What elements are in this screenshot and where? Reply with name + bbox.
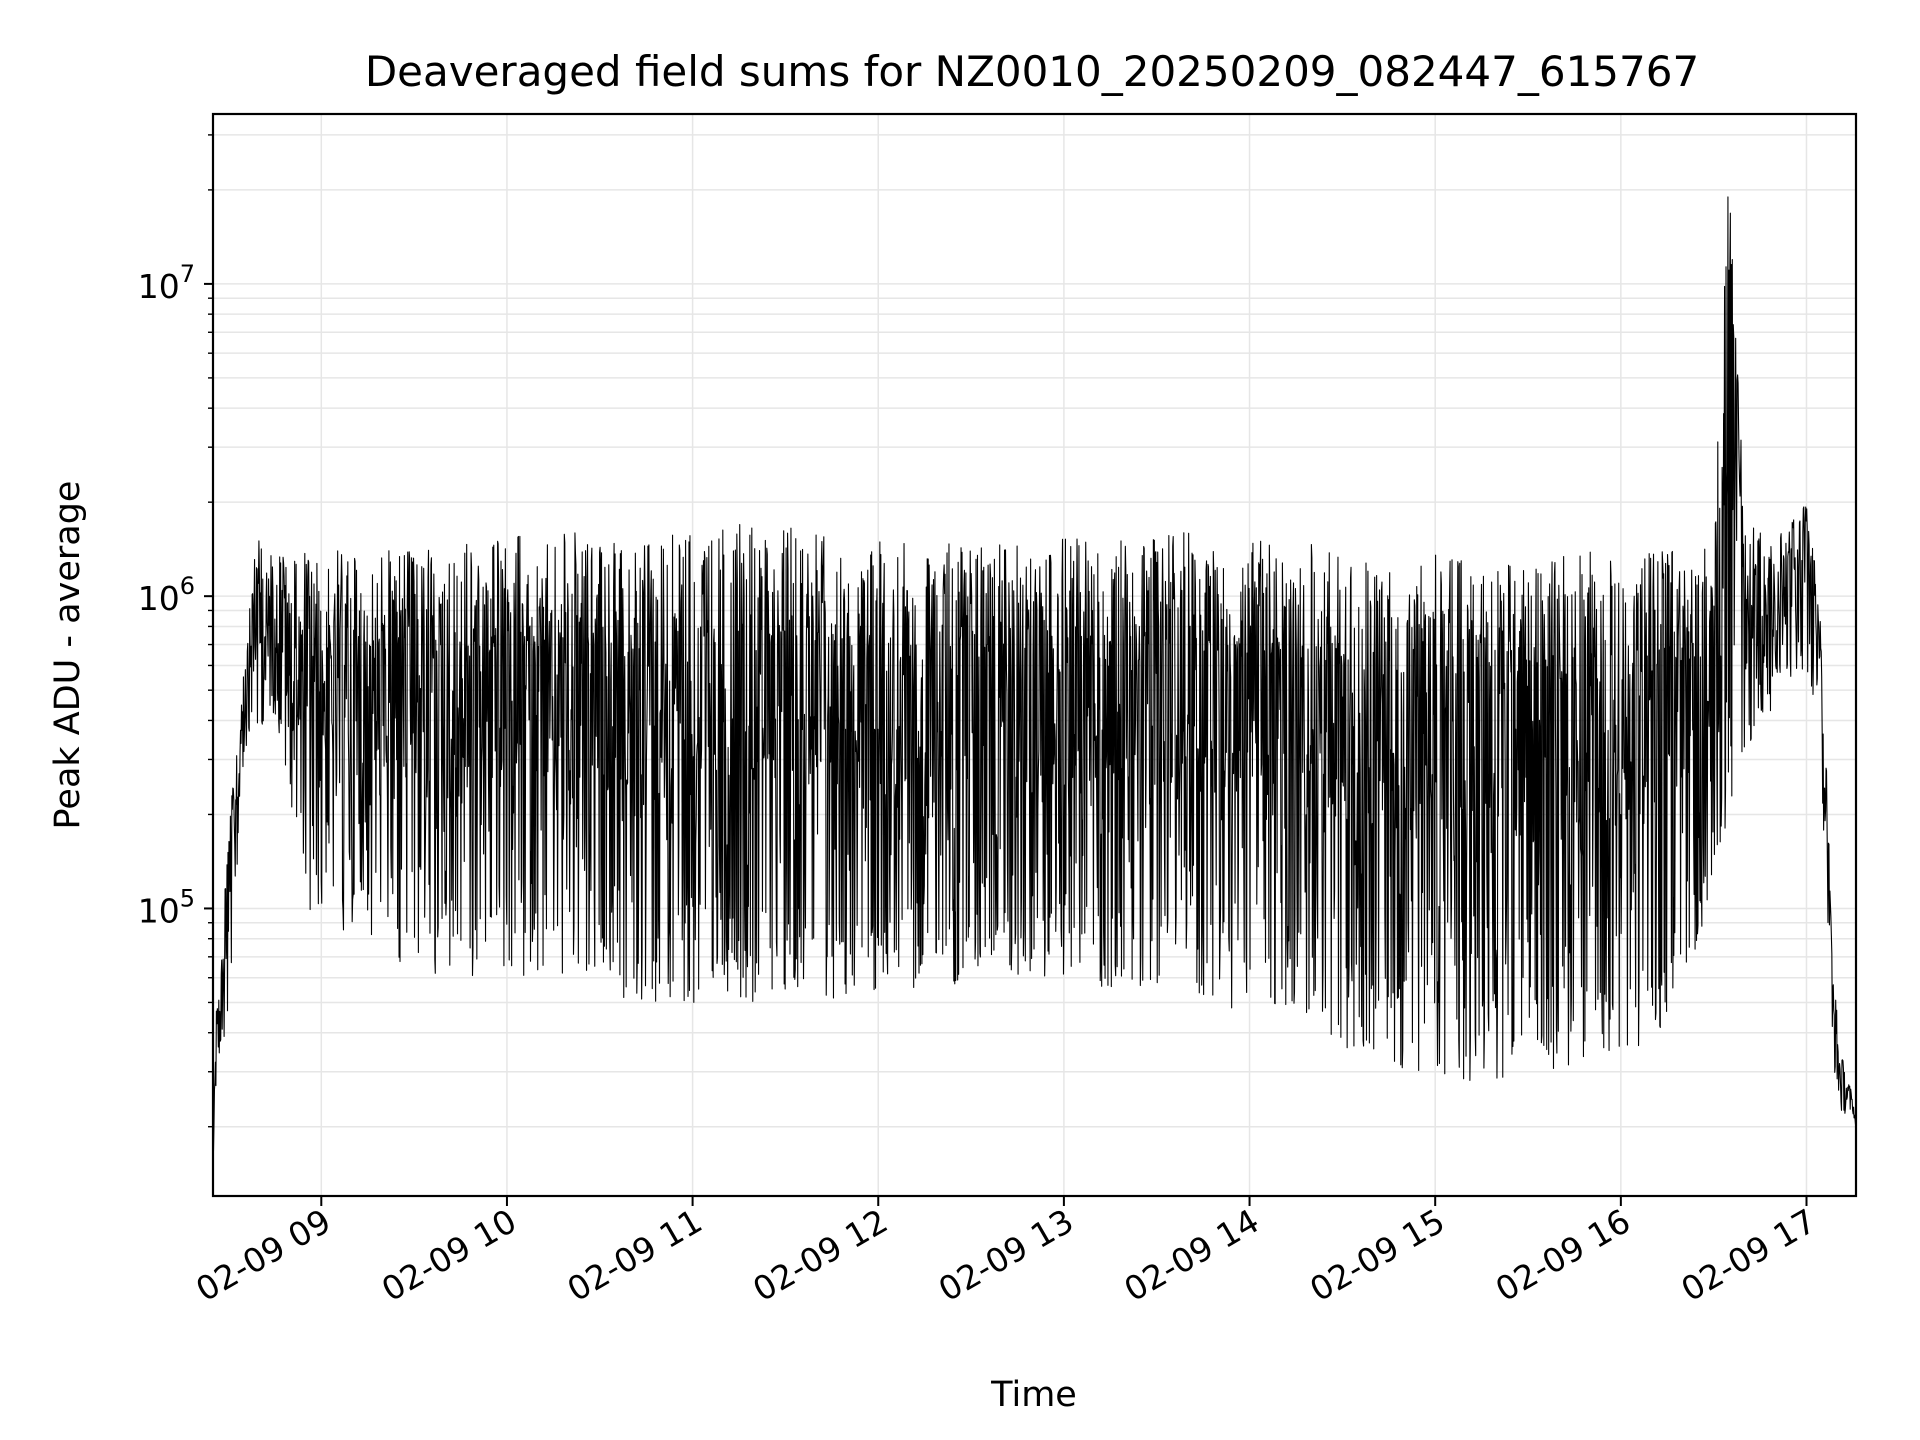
x-axis: 02-09 09 02-09 10 02-09 11 02-09 12 02-09 13…: [189, 1196, 1822, 1309]
y-tick-exponent: 5: [180, 884, 195, 912]
y-tick-label: 107: [138, 260, 195, 306]
x-tick-label: 02-09 16: [1489, 1201, 1637, 1309]
y-tick-exponent: 7: [180, 260, 195, 288]
y-tick-label: 106: [138, 572, 195, 618]
y-tick-exponent: 6: [180, 572, 195, 600]
x-tick-label: 02-09 10: [375, 1201, 523, 1309]
x-tick-label: 02-09 15: [1303, 1201, 1451, 1309]
x-axis-label: Time: [990, 1375, 1077, 1415]
x-tick-label: 02-09 13: [932, 1201, 1080, 1309]
chart-title: Deaveraged field sums for NZ0010_2025020…: [365, 47, 1699, 96]
x-tick-label: 02-09 17: [1674, 1201, 1822, 1309]
series-line: [213, 196, 1856, 1166]
x-tick-label: 02-09 14: [1118, 1201, 1266, 1309]
y-tick-base: 10: [138, 579, 180, 618]
y-tick-label: 105: [138, 884, 195, 930]
x-tick-label: 02-09 09: [189, 1201, 337, 1309]
series-group: [213, 196, 1856, 1166]
y-axis-label: Peak ADU - average: [48, 481, 88, 830]
y-tick-base: 10: [138, 891, 180, 930]
y-tick-base: 10: [138, 267, 180, 306]
x-tick-label: 02-09 11: [561, 1201, 709, 1309]
plot-frame: [211, 112, 1858, 1198]
x-tick-label: 02-09 12: [746, 1201, 894, 1309]
